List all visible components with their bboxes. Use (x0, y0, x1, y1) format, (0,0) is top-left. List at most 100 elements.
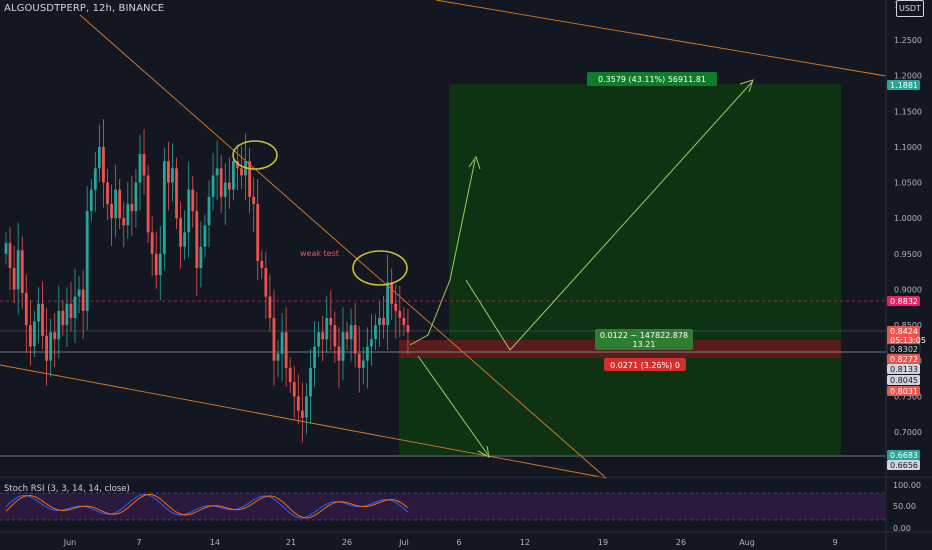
candle-body (296, 396, 300, 411)
price-tag: 1.1881 (887, 80, 920, 90)
price-tag: 0.8302 (886, 343, 921, 355)
candle-body (199, 246, 203, 269)
projection-arrows (409, 79, 754, 458)
candle-body (256, 203, 260, 261)
highlight-circle-test (352, 250, 408, 286)
candle-body (195, 211, 199, 269)
lower-zone[interactable] (399, 355, 841, 455)
time-tick: Aug (739, 538, 755, 547)
candle-body (365, 346, 369, 361)
candle-body (110, 203, 113, 219)
stop-label[interactable]: 0.0271 (3.26%) 0 (604, 358, 686, 371)
candle-body (378, 317, 381, 326)
candle-body (236, 161, 239, 169)
candle-body (65, 303, 69, 326)
candle-body (142, 154, 146, 176)
candle-body (398, 310, 402, 318)
time-tick: Jul (398, 538, 409, 547)
price-tag: 0.8045 (887, 375, 920, 385)
time-tick: 19 (598, 538, 608, 547)
candle-body (284, 332, 288, 368)
candle-body (394, 303, 398, 311)
trendline-top[interactable] (435, 0, 887, 77)
candle-body (292, 382, 296, 397)
currency-button[interactable]: USDT (896, 0, 924, 17)
svg-text:0.8302: 0.8302 (890, 345, 918, 354)
candle-body (37, 303, 40, 322)
target-label[interactable]: 0.3579 (43.11%) 56911.81 (587, 72, 717, 86)
candle-body (4, 243, 8, 254)
symbol-title[interactable]: ALGOUSDTPERP, 12h, BINANCE (4, 3, 165, 14)
candle-body (146, 175, 150, 233)
price-tick: 0.8500 (894, 321, 922, 330)
trendline-lower[interactable] (0, 364, 607, 479)
candlestick-series (4, 119, 410, 443)
price-tick: 0.7500 (894, 392, 922, 401)
candle-body (61, 310, 65, 326)
candle-body (252, 196, 256, 204)
svg-text:0.8832: 0.8832 (890, 297, 918, 306)
candle-body (317, 332, 321, 347)
candle-body (57, 310, 61, 340)
candle-body (162, 161, 166, 254)
candle-body (231, 161, 235, 190)
time-axis[interactable]: Jun 7 14 21 26 Jul 6 12 19 26 Aug 9 (63, 538, 838, 547)
price-axis-tags: 1.18810.88320.842405:13:050.83020.82720.… (886, 80, 926, 470)
candle-body (130, 203, 134, 212)
price-tag: 0.8133 (887, 364, 920, 374)
time-tick: 14 (210, 538, 220, 547)
candle-body (134, 182, 138, 212)
price-tick: 0.9500 (894, 250, 922, 259)
rsi-title[interactable]: Stoch RSI (3, 3, 14, 14, close) (4, 484, 130, 494)
candle-body (223, 182, 227, 197)
candle-body (349, 325, 353, 340)
price-tick: 0.7000 (894, 428, 922, 437)
svg-text:0.6656: 0.6656 (890, 461, 918, 470)
rsi-tick-0: 0.00 (893, 524, 911, 533)
candle-body (89, 189, 93, 212)
svg-text:0.6683: 0.6683 (890, 451, 918, 460)
candle-body (126, 203, 130, 226)
price-tag: 0.8424 (887, 326, 920, 336)
price-tag: 0.8272 (887, 354, 920, 364)
candle-body (370, 339, 373, 347)
candle-body (268, 296, 272, 318)
candle-body (49, 332, 53, 361)
candle-body (321, 332, 325, 340)
price-tick: 1.2500 (894, 36, 922, 45)
svg-text:1.1881: 1.1881 (890, 81, 918, 90)
candle-body (280, 332, 284, 354)
candle-body (16, 250, 20, 290)
candle-body (187, 189, 191, 233)
candle-body (73, 296, 77, 318)
candle-body (171, 168, 174, 183)
arrow-up-1-head (468, 155, 481, 170)
candle-body (12, 268, 16, 290)
arrow-up-1 (409, 159, 476, 346)
candle-body (264, 268, 268, 297)
entry-label[interactable]: 0.0122 ~ 147822.878 13.21 (595, 329, 693, 350)
candle-body (20, 250, 24, 294)
candle-body (69, 303, 73, 318)
candle-body (81, 289, 85, 311)
candle-body (158, 253, 162, 276)
candle-body (33, 321, 36, 347)
candle-body (106, 182, 109, 204)
candle-body (309, 367, 312, 397)
trendline-upper[interactable] (79, 14, 607, 479)
candle-body (374, 325, 377, 340)
svg-text:0.8272: 0.8272 (890, 355, 918, 364)
candle-body (333, 325, 337, 347)
candle-body (150, 232, 154, 254)
candle-body (211, 175, 215, 197)
candle-body (386, 282, 390, 326)
candle-body (390, 282, 394, 304)
candle-body (305, 396, 308, 418)
candle-body (191, 189, 195, 212)
svg-text:13.21: 13.21 (633, 340, 656, 349)
candle-body (313, 346, 316, 368)
svg-text:0.3579 (43.11%) 56911.81: 0.3579 (43.11%) 56911.81 (598, 75, 706, 84)
target-zone[interactable] (449, 84, 841, 340)
candle-body (325, 317, 329, 340)
